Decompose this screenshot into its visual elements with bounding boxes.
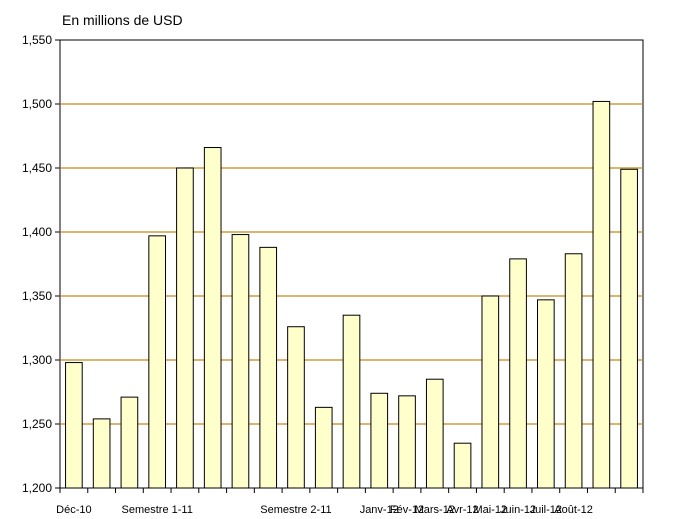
x-tick-label: Mai-12 — [473, 504, 507, 516]
bar — [592, 100, 611, 489]
y-tick-label: 1,450 — [22, 161, 52, 175]
x-tick-label: Fév-12 — [390, 504, 424, 516]
x-tick-label: Semestre 2-11 — [260, 504, 331, 516]
bar — [481, 295, 500, 489]
bar — [148, 235, 166, 489]
bar — [120, 396, 139, 489]
bar — [65, 362, 83, 489]
y-tick-label: 1,200 — [22, 481, 52, 495]
bar — [398, 395, 416, 489]
bar — [509, 258, 527, 489]
bar — [453, 442, 472, 489]
x-tick-label: Avr-12 — [446, 504, 478, 516]
chart-unit-label: En millions de USD — [62, 12, 183, 28]
bar — [537, 299, 555, 489]
y-tick-label: 1,400 — [22, 225, 52, 239]
bar — [92, 418, 111, 489]
bar — [314, 406, 333, 489]
x-tick-label: Juin-12 — [500, 504, 536, 516]
x-tick-label: Déc-10 — [56, 504, 91, 516]
x-axis: Déc-10 Semestre 1-11 Semestre 2-11 Janv-12F… — [56, 488, 644, 516]
y-tick-label: 1,550 — [22, 33, 52, 47]
y-tick-label: 1,300 — [22, 353, 52, 367]
bar — [564, 253, 583, 489]
bar — [203, 147, 222, 489]
bar — [342, 314, 361, 489]
x-tick-label: Mars-12 — [415, 504, 455, 516]
x-tick-label: Juil-12 — [530, 504, 562, 516]
y-axis: 1,200 1,250 1,300 1,350 1,400 1,450 1,500 1,550 — [22, 33, 60, 495]
x-tick-label: Août-12 — [554, 504, 593, 516]
bar — [259, 246, 278, 489]
bar — [231, 234, 250, 489]
x-tick-label: Semestre 1-11 — [122, 504, 193, 516]
bar — [425, 378, 444, 489]
bar — [620, 168, 638, 489]
y-tick-label: 1,350 — [22, 289, 52, 303]
x-tick-label: Janv-12 — [360, 504, 399, 516]
bar — [176, 167, 194, 489]
bar — [370, 392, 389, 489]
bar — [287, 326, 305, 489]
bars — [65, 100, 638, 489]
y-tick-label: 1,500 — [22, 97, 52, 111]
y-tick-label: 1,250 — [22, 417, 52, 431]
